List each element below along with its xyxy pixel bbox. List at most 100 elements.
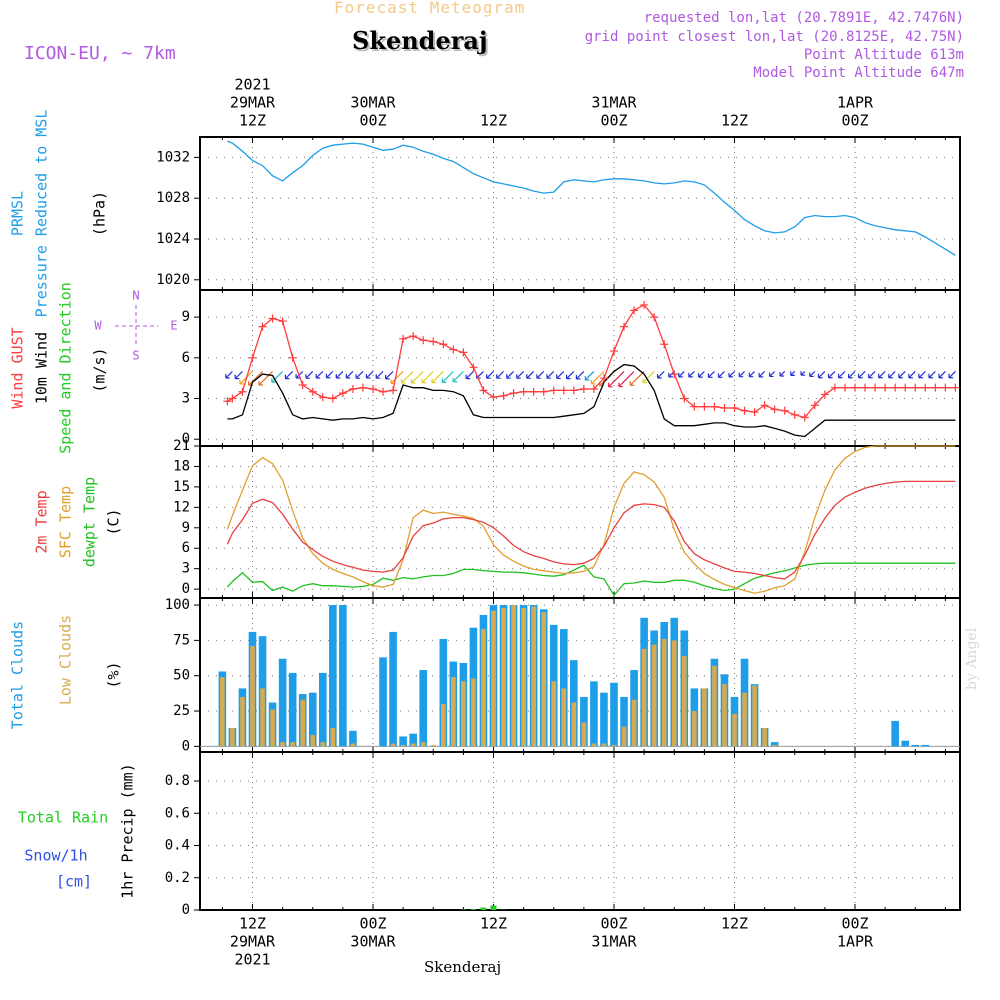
wind-arrow-head: [385, 374, 390, 380]
wind-gust-line-marker: [459, 348, 468, 357]
wind-arrow: [868, 370, 876, 379]
low-cloud-bar: [280, 742, 285, 747]
y-tick-label: 75: [173, 632, 190, 648]
low-cloud-bar: [601, 743, 607, 747]
total-cloud-bar: [389, 631, 397, 747]
wind-arrow: [779, 370, 786, 377]
precip-legend-rain: Total Rain: [18, 809, 108, 827]
wind-arrow: [225, 370, 233, 379]
low-cloud-bar: [350, 743, 356, 747]
wind-arrow-head: [234, 374, 240, 380]
wind-gust-line-marker: [820, 390, 829, 399]
y-tick-label: 0: [182, 738, 190, 754]
time-label-top: 12Z: [239, 112, 266, 130]
wind-title-0: Wind GUST: [9, 327, 27, 408]
wind-arrow-head: [315, 373, 321, 379]
low-cloud-bar: [400, 744, 406, 747]
clouds-unit: (%): [105, 661, 123, 688]
low-cloud-bar: [451, 677, 456, 747]
total-cloud-bar: [349, 730, 357, 747]
low-cloud-bar: [571, 702, 577, 747]
low-cloud-bar: [702, 688, 707, 747]
wind-arrow-head: [769, 372, 774, 378]
wind-arrow-head: [848, 373, 853, 379]
wind-gust-line-marker: [318, 393, 327, 402]
temp2m-line: [226, 480, 956, 580]
time-label-top: 1APR: [837, 94, 874, 112]
low-cloud-bar: [732, 713, 737, 747]
low-cloud-bar: [290, 742, 295, 747]
y-tick-label: 1020: [156, 272, 190, 288]
wind-arrow: [908, 370, 916, 379]
wind-arrow: [618, 370, 635, 387]
time-label-bottom: 12Z: [721, 915, 748, 933]
wind-gust-line-marker: [579, 385, 588, 394]
location-title: Skenderaj: [352, 26, 488, 55]
total-cloud-bar: [409, 733, 417, 747]
temp-title-2: dewpt Temp: [81, 477, 99, 567]
low-cloud-bar: [651, 644, 657, 747]
wind-gust-line-marker: [790, 410, 799, 419]
wind-arrow-head: [284, 374, 290, 380]
y-tick-label: 12: [173, 499, 190, 515]
wind-gust-line-marker: [630, 306, 639, 315]
y-tick-label: 1032: [156, 149, 190, 165]
low-cloud-bar: [250, 646, 255, 747]
wind-arrow: [258, 370, 274, 386]
total-cloud-bar: [911, 744, 920, 747]
total-cloud-bar: [439, 638, 448, 747]
wind-gust-line-marker: [499, 391, 508, 400]
y-tick-label: 9: [182, 520, 190, 536]
low-cloud-bar: [762, 727, 767, 747]
wind-gust-line-marker: [569, 386, 578, 395]
dewpoint-line: [226, 562, 956, 597]
wind-arrow-head: [928, 373, 933, 379]
time-label-bottom: 12Z: [480, 915, 507, 933]
wind-gust-line-marker: [358, 383, 367, 392]
wind-arrow-head: [629, 381, 635, 386]
low-cloud-bar: [561, 688, 567, 747]
wind-arrow-head: [868, 373, 873, 379]
compass-n: N: [132, 289, 139, 303]
wind-gust-line-marker: [770, 405, 779, 414]
wind-gust-line-marker: [700, 402, 709, 411]
wind-arrow-head: [738, 372, 744, 378]
wind-arrow: [452, 370, 464, 383]
wind-gust-line-marker: [750, 408, 759, 417]
wind-arrow-head: [410, 379, 416, 384]
wind-arrow-head: [431, 378, 437, 384]
low-cloud-bar: [420, 742, 426, 747]
wind-arrow: [728, 370, 735, 378]
wind-title-2: Speed and Direction: [57, 282, 75, 454]
wind-arrow: [411, 370, 424, 384]
wind-gust-line-marker: [690, 402, 699, 411]
wind-arrow: [838, 370, 846, 379]
precip-legend-cm: [cm]: [56, 873, 92, 891]
low-cloud-bar: [471, 678, 476, 747]
low-cloud-bar: [461, 681, 466, 747]
wind-gust-line-marker: [901, 383, 910, 392]
wind-arrow: [928, 370, 936, 379]
wind-gust-line-marker: [519, 387, 528, 396]
wind-arrow-head: [888, 373, 893, 379]
wind-gust-line-marker: [328, 394, 337, 403]
temp-title-0: 2m Temp: [33, 490, 51, 553]
wind-gust-line-marker: [911, 383, 920, 392]
time-label-bottom: 00Z: [841, 915, 868, 933]
low-cloud-bar: [430, 744, 436, 747]
wind-arrow-head: [657, 373, 662, 379]
wind-arrow: [590, 370, 605, 385]
wind-gust-line-marker: [348, 385, 357, 394]
temperature-frame: [199, 445, 961, 599]
time-label-top: 31MAR: [591, 94, 637, 112]
wind-arrow: [355, 370, 364, 379]
wind-gust-line-marker: [338, 389, 347, 398]
y-tick-label: 6: [182, 350, 190, 366]
total-cloud-bar: [329, 605, 337, 747]
wind-arrow: [888, 370, 896, 379]
precipitation-frame: [199, 751, 961, 911]
meteogram-title: Forecast Meteogram: [334, 0, 526, 17]
low-cloud-bar: [641, 648, 647, 747]
total-cloud-bar: [901, 740, 910, 747]
wind-arrow: [748, 370, 756, 378]
